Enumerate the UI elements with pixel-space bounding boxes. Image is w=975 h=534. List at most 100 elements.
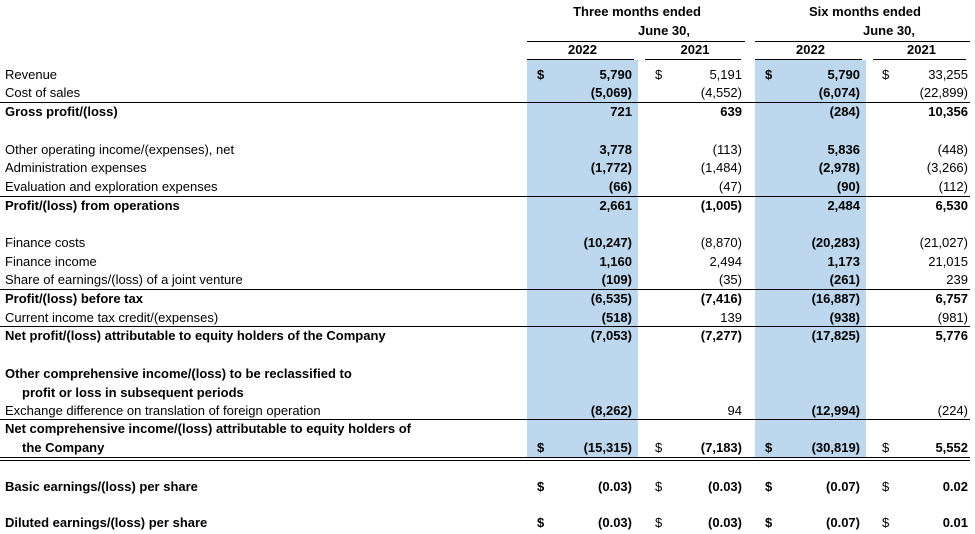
row-label: Share of earnings/(loss) of a joint vent… (5, 272, 243, 287)
group-title: Six months ended (809, 4, 921, 19)
currency-symbol: $ (537, 67, 545, 82)
row-label: Current income tax credit/(expenses) (5, 310, 219, 325)
cell-value: (224) (937, 403, 968, 418)
currency-symbol: $ (765, 515, 773, 530)
row-label: Exchange difference on translation of fo… (5, 403, 321, 418)
cell-value: (1,772) (590, 160, 632, 175)
currency-symbol: $ (882, 515, 890, 530)
currency-symbol: $ (765, 440, 773, 455)
row-label: Gross profit/(loss) (5, 104, 118, 119)
cell-value: 5,790 (827, 67, 860, 82)
highlight-column (755, 60, 866, 458)
cell-value: 1,160 (599, 254, 632, 269)
cell-value: 5,790 (599, 67, 632, 82)
year-rule (645, 59, 741, 60)
row-rule (0, 102, 970, 103)
row-label: the Company (22, 440, 105, 455)
cell-value: (8,262) (590, 403, 632, 418)
cell-value: 94 (727, 403, 742, 418)
row-rule (0, 326, 970, 327)
currency-symbol: $ (882, 479, 890, 494)
currency-symbol: $ (765, 479, 773, 494)
row-label: Evaluation and exploration expenses (5, 179, 218, 194)
currency-symbol: $ (537, 515, 545, 530)
row-label: Other comprehensive income/(loss) to be … (5, 366, 352, 381)
currency-symbol: $ (655, 479, 663, 494)
cell-value: (6,074) (818, 85, 860, 100)
cell-value: 239 (946, 272, 968, 287)
cell-value: 639 (720, 104, 742, 119)
cell-value: (2,978) (818, 160, 860, 175)
cell-value: (3,266) (926, 160, 968, 175)
cell-value: (6,535) (590, 291, 632, 306)
currency-symbol: $ (537, 440, 545, 455)
cell-value: (112) (938, 179, 968, 194)
currency-symbol: $ (882, 440, 890, 455)
header-rule (755, 41, 970, 42)
cell-value: (16,887) (811, 291, 860, 306)
cell-value: (8,870) (700, 235, 742, 250)
cell-value: (90) (836, 179, 860, 194)
cell-value: 5,552 (935, 440, 968, 455)
row-label: Diluted earnings/(loss) per share (5, 515, 208, 530)
cell-value: (47) (718, 179, 742, 194)
year-header: 2021 (680, 42, 710, 57)
row-label: Finance income (5, 254, 97, 269)
cell-value: (448) (937, 142, 968, 157)
row-label: Other operating income/(expenses), net (5, 142, 235, 157)
cell-value: (981) (937, 310, 968, 325)
cell-value: 0.02 (942, 479, 968, 494)
cell-value: (30,819) (811, 440, 860, 455)
double-rule (0, 457, 970, 461)
cell-value: (7,277) (700, 328, 742, 343)
row-label: Net profit/(loss) attributable to equity… (5, 328, 386, 343)
cell-value: (518) (601, 310, 632, 325)
row-label: Administration expenses (5, 160, 147, 175)
header-rule (527, 41, 745, 42)
cell-value: 2,494 (709, 254, 742, 269)
cell-value: (10,247) (583, 235, 632, 250)
cell-value: (7,183) (700, 440, 742, 455)
cell-value: (0.07) (826, 515, 860, 530)
year-rule (873, 59, 966, 60)
row-rule (0, 419, 970, 420)
cell-value: (20,283) (811, 235, 860, 250)
cell-value: 1,173 (827, 254, 860, 269)
cell-value: 2,484 (827, 198, 860, 213)
highlight-column (527, 60, 638, 458)
cell-value: 0.01 (942, 515, 968, 530)
row-label: Cost of sales (5, 85, 81, 100)
row-label: Basic earnings/(loss) per share (5, 479, 198, 494)
group-title: Three months ended (573, 4, 701, 19)
cell-value: (284) (829, 104, 860, 119)
cell-value: 5,776 (935, 328, 968, 343)
cell-value: (0.03) (708, 479, 742, 494)
cell-value: (22,899) (919, 85, 968, 100)
cell-value: 2,661 (599, 198, 632, 213)
row-label: Profit/(loss) from operations (5, 198, 180, 213)
row-rule (0, 196, 970, 197)
row-label: Finance costs (5, 235, 86, 250)
year-header: 2022 (568, 42, 597, 57)
cell-value: (0.07) (826, 479, 860, 494)
row-label: Profit/(loss) before tax (5, 291, 143, 306)
currency-symbol: $ (655, 440, 663, 455)
row-label: profit or loss in subsequent periods (22, 385, 244, 400)
cell-value: (17,825) (811, 328, 860, 343)
cell-value: (938) (829, 310, 860, 325)
cell-value: (113) (712, 142, 742, 157)
cell-value: (5,069) (590, 85, 632, 100)
cell-value: (12,994) (811, 403, 860, 418)
cell-value: (4,552) (700, 85, 742, 100)
cell-value: 3,778 (599, 142, 632, 157)
year-header: 2021 (907, 42, 936, 57)
cell-value: (7,416) (700, 291, 742, 306)
cell-value: (15,315) (583, 440, 632, 455)
year-rule (527, 59, 634, 60)
cell-value: (35) (718, 272, 742, 287)
year-header: 2022 (796, 42, 825, 57)
row-label: Revenue (5, 67, 58, 82)
cell-value: (0.03) (708, 515, 742, 530)
cell-value: 21,015 (928, 254, 968, 269)
